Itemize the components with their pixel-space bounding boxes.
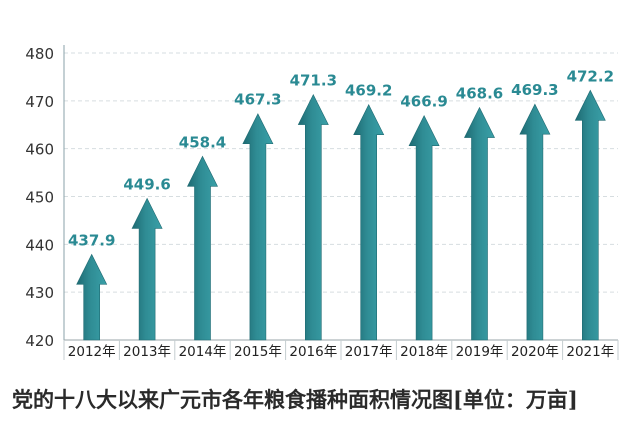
data-label: 467.3 [234,91,281,109]
data-label: 466.9 [400,93,447,111]
data-label: 449.6 [123,175,170,193]
x-tick-label: 2014年 [179,344,227,360]
arrow-mark [76,253,108,341]
y-tick-label: 450 [25,189,54,207]
arrow-mark [353,103,385,341]
arrow-mark [131,197,163,341]
arrow-mark [464,106,495,341]
data-label: 437.9 [68,231,115,249]
data-labels: 437.9 449.6 458.4 467.3 471.3 469.2 466.9 468.6… [68,67,614,249]
data-label: 468.6 [456,85,503,103]
data-label: 472.2 [567,67,614,85]
arrow-mark [574,89,606,341]
x-tick-label: 2012年 [68,344,116,360]
x-tick-label: 2021年 [566,344,614,360]
chart-title: 党的十八大以来广元市各年粮食播种面积情况图[单位：万亩] [12,387,578,412]
arrow-mark [408,114,440,341]
y-tick-label: 480 [25,45,54,63]
arrow-series [76,89,606,341]
x-axis: 2012年 2013年 2014年 2015年 2016年 2017年 2018年 2019年… [63,339,619,360]
data-label: 458.4 [179,133,226,151]
data-label: 471.3 [290,72,337,90]
arrow-mark [187,155,218,341]
arrow-mark [297,93,329,341]
y-axis: 420 430 440 450 460 470 480 [25,45,65,350]
x-tick-label: 2013年 [123,344,171,360]
y-tick-label: 440 [25,236,54,254]
x-tick-label: 2020年 [511,344,559,360]
x-tick-label: 2019年 [456,344,504,360]
y-tick-label: 470 [25,93,54,111]
gridlines [64,52,618,341]
arrow-mark [242,113,274,341]
y-tick-label: 420 [25,332,54,350]
x-tick-label: 2016年 [289,344,337,360]
data-label: 469.2 [345,82,392,100]
x-tick-label: 2015年 [234,344,282,360]
arrow-mark [519,103,551,341]
data-label: 469.3 [511,81,558,99]
y-tick-label: 430 [25,284,54,302]
x-tick-label: 2018年 [400,344,448,360]
x-tick-label: 2017年 [345,344,393,360]
y-tick-label: 460 [25,141,54,159]
